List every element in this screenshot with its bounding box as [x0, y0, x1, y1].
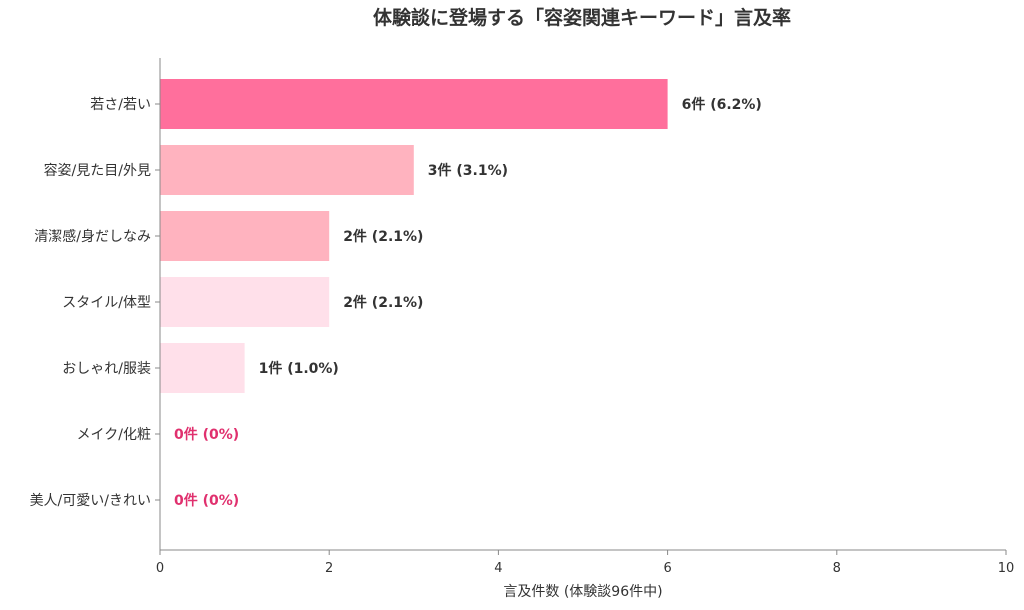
chart-title: 体験談に登場する「容姿関連キーワード」言及率	[373, 6, 791, 29]
x-tick-label: 4	[494, 561, 502, 576]
y-tick-label: スタイル/体型	[62, 295, 151, 311]
ticks-layer: 若さ/若い容姿/見た目/外見清潔感/身だしなみスタイル/体型おしゃれ/服装メイク…	[30, 97, 1015, 576]
data-label: 0件 (0%)	[174, 426, 239, 443]
bar	[160, 343, 245, 393]
bar	[160, 211, 330, 261]
x-tick-label: 8	[833, 561, 841, 576]
bar	[160, 277, 330, 327]
y-tick-label: 若さ/若い	[90, 97, 151, 113]
x-tick-label: 2	[325, 561, 333, 576]
bar	[160, 145, 414, 195]
bar	[160, 79, 668, 129]
data-label: 2件 (2.1%)	[343, 228, 423, 245]
data-label: 6件 (6.2%)	[682, 96, 762, 113]
y-tick-label: 容姿/見た目/外見	[44, 162, 151, 179]
y-tick-label: 美人/可愛い/きれい	[30, 493, 151, 509]
data-label: 1件 (1.0%)	[259, 360, 339, 377]
data-label: 2件 (2.1%)	[343, 294, 423, 311]
x-tick-label: 10	[998, 561, 1015, 576]
y-tick-label: おしゃれ/服装	[62, 361, 151, 377]
y-tick-label: メイク/化粧	[77, 427, 151, 443]
x-axis-title: 言及件数 (体験談96件中)	[503, 584, 662, 600]
axis-layer	[159, 58, 1006, 551]
x-tick-label: 6	[663, 561, 671, 576]
y-tick-label: 清潔感/身だしなみ	[34, 228, 151, 245]
data-label: 3件 (3.1%)	[428, 162, 508, 179]
bars-layer: 6件 (6.2%) 3件 (3.1%) 2件 (2.1%) 2件 (2.1%) 1件 (…	[160, 79, 762, 509]
x-tick-label: 0	[156, 561, 164, 576]
data-label: 0件 (0%)	[174, 492, 239, 509]
